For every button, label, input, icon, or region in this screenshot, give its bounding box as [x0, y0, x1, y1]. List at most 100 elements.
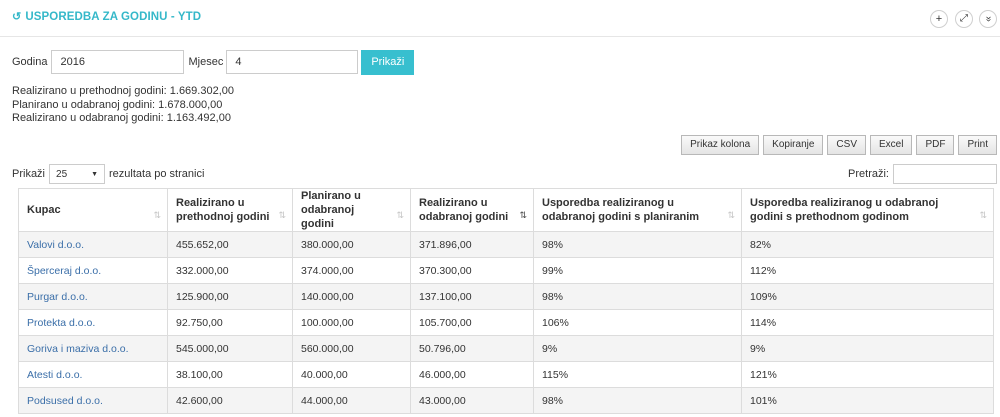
customer-cell: Protekta d.o.o. — [18, 309, 168, 336]
summary-prev-year: Realizirano u prethodnoj godini: 1.669.3… — [12, 85, 234, 97]
sort-icon: ⇅ — [153, 210, 161, 220]
planned-cell: 140.000,00 — [292, 283, 411, 310]
col-header-planned[interactable]: Planirano u odabranoj godini ⇅ — [292, 188, 411, 232]
col-header-vs-plan[interactable]: Usporedba realiziranog u odabranoj godin… — [533, 188, 742, 232]
refresh-icon: ↺ — [12, 11, 22, 23]
column-visibility-button[interactable]: Prikaz kolona — [681, 135, 760, 155]
page-length-select[interactable]: 25 ▼ — [49, 164, 106, 184]
prev-year-cell: 332.000,00 — [167, 257, 293, 284]
export-toolbar: Prikaz kolona Kopiranje CSV Excel PDF Pr… — [681, 135, 997, 155]
table-row: Podsused d.o.o. 42.600,00 44.000,00 43.000,… — [18, 387, 994, 414]
panel-title-text: USPOREDBA ZA GODINU - YTD — [25, 10, 202, 23]
add-button[interactable]: + — [930, 10, 948, 28]
page-length-prefix: Prikaži — [12, 168, 46, 180]
col-header-realized[interactable]: Realizirano u odabranoj godini ⇅ — [410, 188, 534, 232]
customer-link[interactable]: Atesti d.o.o. — [27, 368, 83, 381]
vs-plan-cell: 9% — [533, 335, 742, 362]
prev-year-cell: 42.600,00 — [167, 387, 293, 414]
filter-form: Godina Mjesec Prikaži — [12, 49, 415, 75]
realized-cell: 105.700,00 — [410, 309, 534, 336]
pdf-button[interactable]: PDF — [916, 135, 955, 155]
realized-cell: 50.796,00 — [410, 335, 534, 362]
sort-icon: ⇅ — [727, 210, 735, 220]
vs-plan-cell: 99% — [533, 257, 742, 284]
table-row: Šperceraj d.o.o. 332.000,00 374.000,00 370.… — [18, 257, 994, 284]
vs-prev-cell: 82% — [741, 231, 994, 258]
sort-icon: ⇅ — [979, 210, 987, 220]
vs-plan-cell: 98% — [533, 387, 742, 414]
month-input[interactable] — [226, 50, 359, 74]
customer-link[interactable]: Šperceraj d.o.o. — [27, 264, 102, 277]
customer-link[interactable]: Podsused d.o.o. — [27, 394, 103, 407]
planned-cell: 560.000,00 — [292, 335, 411, 362]
vs-plan-cell: 106% — [533, 309, 742, 336]
planned-cell: 44.000,00 — [292, 387, 411, 414]
prev-year-cell: 92.750,00 — [167, 309, 293, 336]
customer-cell: Goriva i maziva d.o.o. — [18, 335, 168, 362]
expand-icon: ⤢ — [960, 13, 968, 24]
show-button[interactable]: Prikaži — [361, 49, 415, 75]
table-row: Goriva i maziva d.o.o. 545.000,00 560.000,… — [18, 335, 994, 362]
col-header-vs-prev[interactable]: Usporedba realiziranog u odabranoj godin… — [741, 188, 994, 232]
chevron-down-icon: » — [983, 16, 994, 22]
realized-cell: 371.896,00 — [410, 231, 534, 258]
prev-year-cell: 38.100,00 — [167, 361, 293, 388]
fullscreen-button[interactable]: ⤢ — [955, 10, 973, 28]
prev-year-cell: 125.900,00 — [167, 283, 293, 310]
collapse-button[interactable]: » — [979, 10, 997, 28]
sort-icon: ⇅ — [278, 210, 286, 220]
vs-prev-cell: 101% — [741, 387, 994, 414]
customer-link[interactable]: Valovi d.o.o. — [27, 238, 85, 251]
customer-link[interactable]: Protekta d.o.o. — [27, 316, 96, 329]
prev-year-cell: 545.000,00 — [167, 335, 293, 362]
prev-year-cell: 455.652,00 — [167, 231, 293, 258]
vs-prev-cell: 121% — [741, 361, 994, 388]
print-button[interactable]: Print — [958, 135, 997, 155]
customer-cell: Purgar d.o.o. — [18, 283, 168, 310]
csv-button[interactable]: CSV — [827, 135, 866, 155]
excel-button[interactable]: Excel — [869, 135, 913, 155]
search-input[interactable] — [893, 164, 997, 184]
customer-cell: Valovi d.o.o. — [18, 231, 168, 258]
page-length-control: Prikaži 25 ▼ rezultata po stranici — [12, 164, 204, 184]
sort-desc-icon: ⇅ — [519, 210, 527, 220]
page-length-suffix: rezultata po stranici — [109, 168, 205, 180]
sort-icon: ⇅ — [396, 210, 404, 220]
vs-prev-cell: 109% — [741, 283, 994, 310]
planned-cell: 40.000,00 — [292, 361, 411, 388]
vs-prev-cell: 9% — [741, 335, 994, 362]
summary-planned: Planirano u odabranoj godini: 1.678.000,… — [12, 98, 223, 111]
table-row: Atesti d.o.o. 38.100,00 40.000,00 46.000,00… — [18, 361, 994, 388]
vs-prev-cell: 114% — [741, 309, 994, 336]
table-row: Valovi d.o.o. 455.652,00 380.000,00 371.896… — [18, 231, 994, 258]
search-label: Pretraži: — [848, 168, 889, 180]
vs-plan-cell: 115% — [533, 361, 742, 388]
realized-cell: 43.000,00 — [410, 387, 534, 414]
year-label: Godina — [12, 56, 48, 68]
planned-cell: 380.000,00 — [292, 231, 411, 258]
panel-title: ↺ USPOREDBA ZA GODINU - YTD — [12, 10, 202, 24]
planned-cell: 100.000,00 — [292, 309, 411, 336]
col-header-prev-year[interactable]: Realizirano u prethodnoj godini ⇅ — [167, 188, 293, 232]
table-header-row: Kupac ⇅ Realizirano u prethodnoj godini ⇅ … — [18, 188, 994, 232]
customer-cell: Šperceraj d.o.o. — [18, 257, 168, 284]
panel-header: ↺ USPOREDBA ZA GODINU - YTD + ⤢ » — [0, 0, 1000, 37]
vs-plan-cell: 98% — [533, 231, 742, 258]
customer-link[interactable]: Purgar d.o.o. — [27, 290, 88, 303]
plus-icon: + — [935, 12, 943, 25]
vs-prev-cell: 112% — [741, 257, 994, 284]
summary-block: Realizirano u prethodnoj godini: 1.669.3… — [12, 85, 234, 126]
customer-link[interactable]: Goriva i maziva d.o.o. — [27, 342, 129, 355]
year-input[interactable] — [51, 50, 185, 74]
realized-cell: 137.100,00 — [410, 283, 534, 310]
realized-cell: 46.000,00 — [410, 361, 534, 388]
vs-plan-cell: 98% — [533, 283, 742, 310]
planned-cell: 374.000,00 — [292, 257, 411, 284]
summary-realized: Realizirano u odabranoj godini: 1.163.49… — [12, 112, 231, 124]
col-header-customer[interactable]: Kupac ⇅ — [18, 188, 168, 232]
realized-cell: 370.300,00 — [410, 257, 534, 284]
customer-cell: Atesti d.o.o. — [18, 361, 168, 388]
table-row: Purgar d.o.o. 125.900,00 140.000,00 137.100… — [18, 283, 994, 310]
table-search: Pretraži: — [848, 164, 997, 184]
copy-button[interactable]: Kopiranje — [763, 135, 824, 155]
